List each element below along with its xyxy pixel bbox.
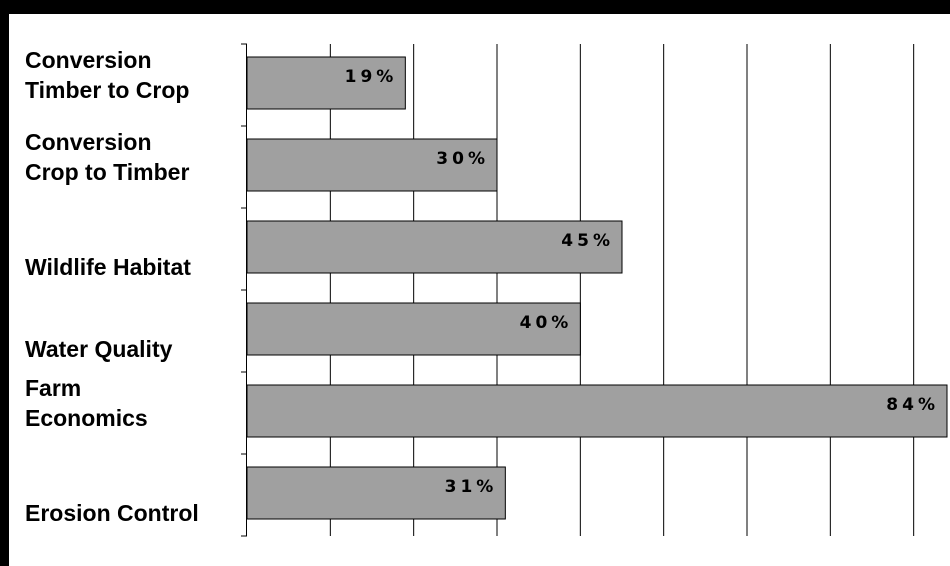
data-label: 19% xyxy=(345,67,398,87)
category-label-line: Timber to Crop xyxy=(25,77,189,103)
gridlines xyxy=(329,44,915,536)
category-label-line: Erosion Control xyxy=(25,500,199,526)
bar xyxy=(246,138,498,192)
bar xyxy=(246,302,581,356)
category-label: Wildlife Habitat xyxy=(25,254,191,280)
data-label: 31% xyxy=(445,477,498,497)
category-label: Conversion Crop to Timber xyxy=(25,129,189,185)
category-label-line: Wildlife Habitat xyxy=(25,254,191,280)
category-label-line: Conversion xyxy=(25,129,152,155)
category-label: Water Quality xyxy=(25,336,173,362)
bar xyxy=(246,220,623,274)
category-label: Farm Economics xyxy=(25,375,148,431)
category-label-line: Water Quality xyxy=(25,336,173,362)
category-label-line: Conversion xyxy=(25,47,152,73)
category-label: Conversion Timber to Crop xyxy=(25,47,189,103)
bar xyxy=(246,56,406,110)
data-label: 40% xyxy=(520,313,573,333)
category-label-line: Economics xyxy=(25,405,148,431)
category-label-line: Crop to Timber xyxy=(25,159,189,185)
category-label-line: Farm xyxy=(25,375,81,401)
category-label: Erosion Control xyxy=(25,500,199,526)
bar xyxy=(246,466,506,520)
data-label: 30% xyxy=(436,149,489,169)
data-label: 45% xyxy=(561,231,614,251)
data-label: 84% xyxy=(886,395,939,415)
bar xyxy=(246,384,948,438)
